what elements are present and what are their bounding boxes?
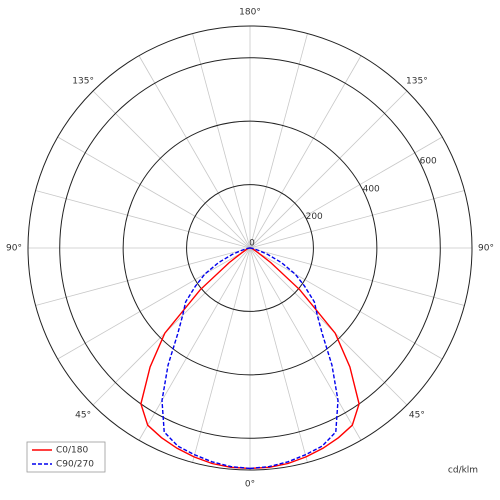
unit-label: cd/klm xyxy=(448,466,478,476)
radial-tick-label: 600 xyxy=(420,157,437,167)
legend-label: C90/270 xyxy=(56,460,94,470)
angle-grid-line xyxy=(249,247,443,360)
legend-box xyxy=(26,441,106,473)
angle-grid-line xyxy=(57,136,251,249)
angle-grid-line xyxy=(249,247,362,441)
radial-grid-ring xyxy=(59,57,441,439)
angle-tick-label: 0° xyxy=(245,480,255,490)
angle-grid-line xyxy=(249,190,465,249)
angle-tick-label: 135° xyxy=(72,77,94,87)
angle-grid-line xyxy=(138,247,251,441)
angle-grid-line xyxy=(249,247,408,406)
angle-tick-label: 135° xyxy=(406,77,428,87)
angle-grid-line xyxy=(249,136,443,249)
angle-tick-label: 90° xyxy=(478,244,494,254)
angle-grid-line xyxy=(192,247,251,463)
angle-grid-line xyxy=(249,247,465,306)
radial-grid-ring xyxy=(122,120,378,376)
radial-grid-ring xyxy=(186,184,314,312)
angle-grid-line xyxy=(138,55,251,249)
angle-grid-line xyxy=(35,247,251,306)
angle-tick-label: 45° xyxy=(409,410,425,420)
angle-grid-line xyxy=(92,90,251,249)
angle-tick-label: 90° xyxy=(6,244,22,254)
angle-grid-line xyxy=(249,247,308,463)
angle-grid-line xyxy=(249,33,308,249)
outer-ring xyxy=(27,25,473,471)
radial-tick-label: 0 xyxy=(249,239,255,249)
curve xyxy=(249,247,339,470)
radial-tick-label: 200 xyxy=(306,212,323,222)
angle-grid-line xyxy=(35,190,251,249)
angle-tick-label: 180° xyxy=(239,8,261,18)
angle-grid-line xyxy=(192,33,251,249)
angle-grid-line xyxy=(249,55,362,249)
curve xyxy=(161,247,251,470)
angle-grid-line xyxy=(92,247,251,406)
angle-grid-line xyxy=(57,247,251,360)
radial-tick-label: 400 xyxy=(363,184,380,194)
legend-label: C0/180 xyxy=(56,446,88,456)
angle-grid-line xyxy=(249,90,408,249)
angle-tick-label: 45° xyxy=(75,410,91,420)
